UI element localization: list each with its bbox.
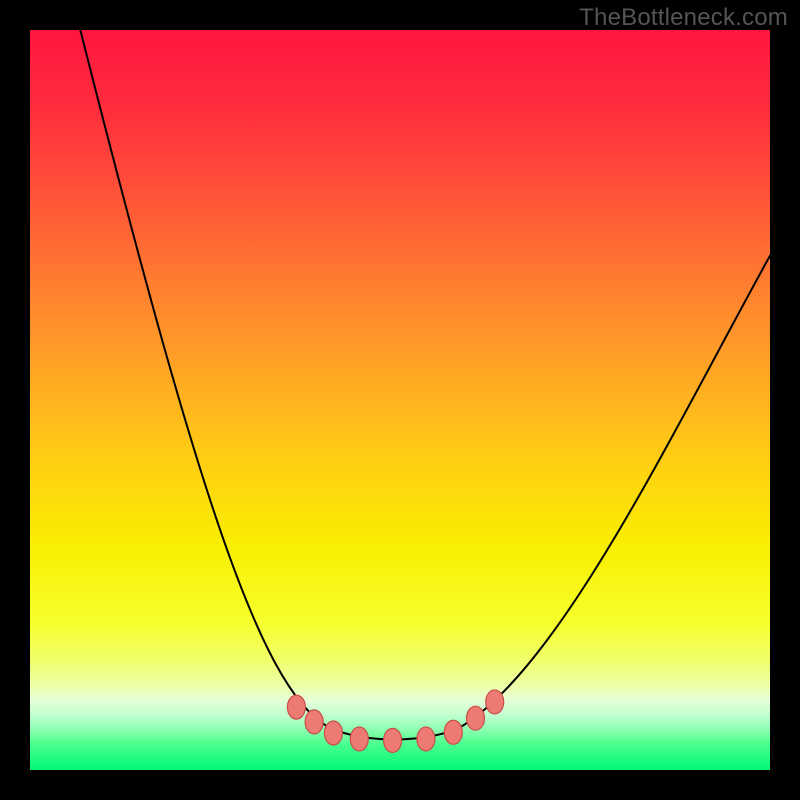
data-marker (350, 727, 368, 751)
data-marker (466, 706, 484, 730)
data-marker (384, 728, 402, 752)
data-marker (444, 720, 462, 744)
data-marker (417, 727, 435, 751)
chart-svg (30, 30, 770, 770)
data-marker (324, 721, 342, 745)
data-marker (486, 690, 504, 714)
data-marker (305, 710, 323, 734)
plot-area (30, 30, 770, 770)
data-marker (287, 695, 305, 719)
bottleneck-curve (80, 30, 770, 739)
marker-group (287, 690, 503, 752)
watermark-text: TheBottleneck.com (579, 4, 788, 32)
